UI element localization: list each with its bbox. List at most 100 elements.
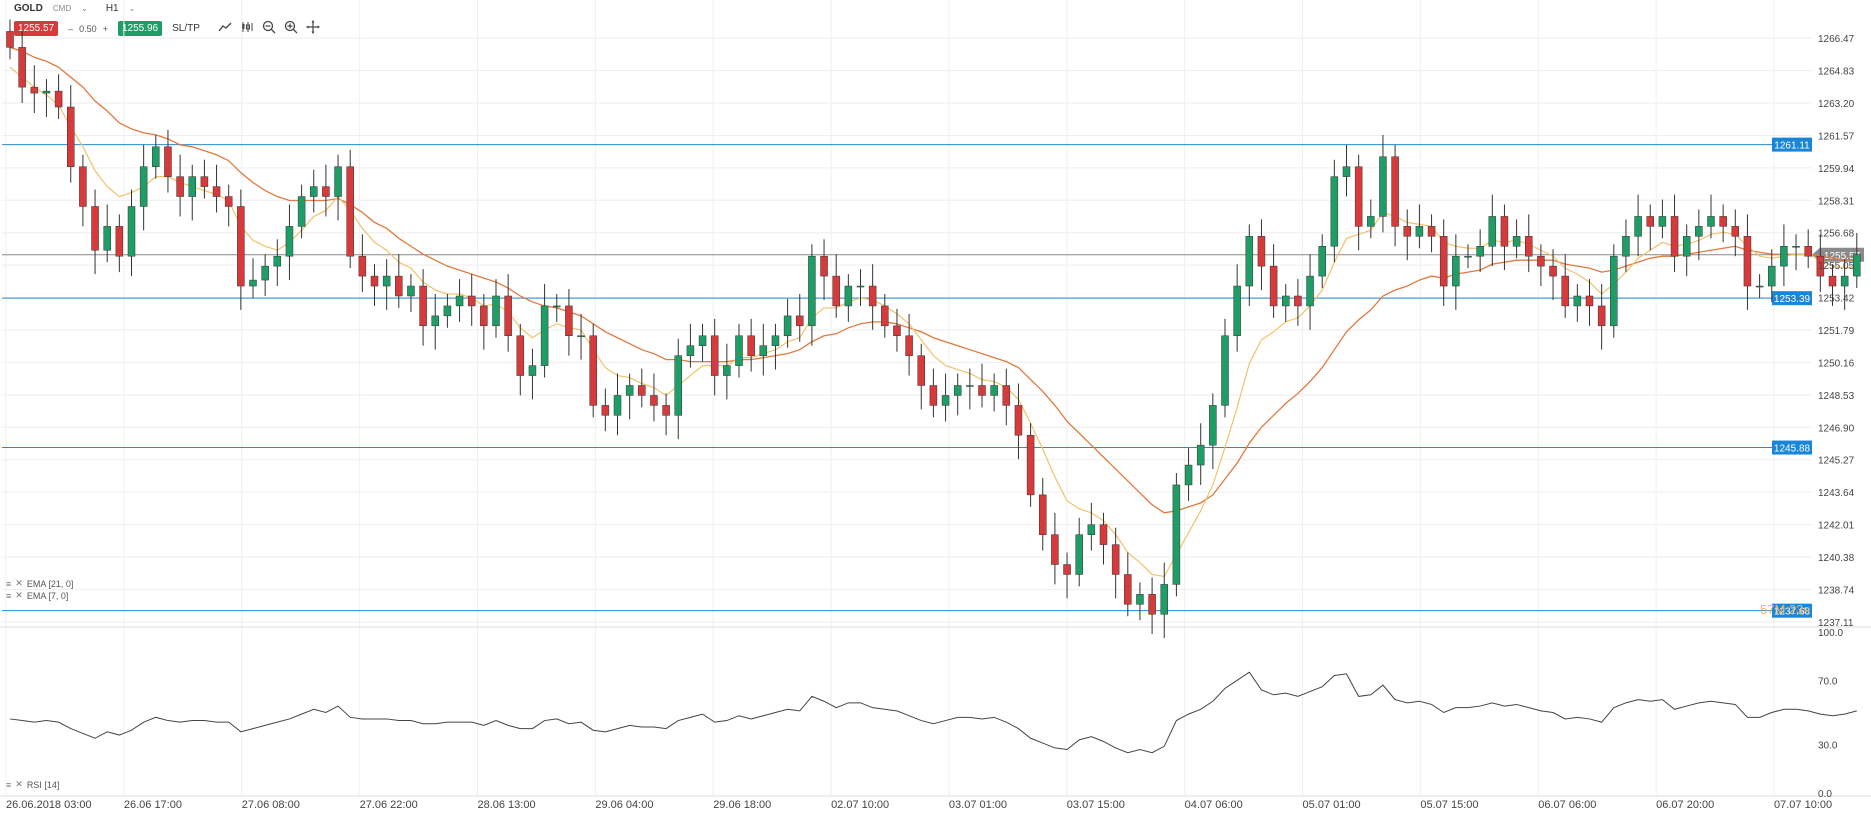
candle <box>820 239 828 300</box>
chart-type-icon[interactable] <box>238 21 256 36</box>
volume-increase-button[interactable]: + <box>102 23 108 34</box>
close-icon[interactable]: ✕ <box>15 578 23 588</box>
candle <box>188 164 196 221</box>
candle <box>686 323 695 368</box>
candle-body <box>953 385 962 396</box>
candle <box>1840 259 1849 310</box>
candle-body <box>1488 216 1497 247</box>
candle <box>723 343 731 400</box>
candle-body <box>358 255 367 277</box>
buy-button[interactable]: 1255.96 <box>117 21 163 36</box>
volume-stepper[interactable]: – 0.50 + <box>62 24 114 34</box>
candle-body <box>1136 594 1144 605</box>
candle <box>1427 214 1436 253</box>
sell-button[interactable]: 1255.57 <box>14 21 59 36</box>
time-tick-label: 04.07 06:00 <box>1185 799 1243 811</box>
candlestick-series <box>6 19 1861 639</box>
candle <box>674 338 682 440</box>
candle <box>929 368 938 418</box>
candle-body <box>1670 216 1679 257</box>
candle-body <box>577 335 585 338</box>
sltp-button[interactable]: SL/TP <box>172 23 200 34</box>
candle <box>638 368 646 408</box>
volume-decrease-button[interactable]: – <box>68 23 74 34</box>
volume-value[interactable]: 0.50 <box>79 23 97 34</box>
menu-icon[interactable]: ≡ <box>6 578 12 589</box>
candle-body <box>553 305 561 308</box>
candle-body <box>224 196 233 207</box>
candle-body <box>1743 236 1752 287</box>
trend-line-icon[interactable] <box>216 21 234 36</box>
crosshair-icon[interactable] <box>304 20 322 37</box>
candle-body <box>1354 166 1363 227</box>
candle-body <box>1014 405 1023 436</box>
horizontal-levels: 1261.11 1253.39 1245.88 1237.68 1255.57 <box>2 137 1864 618</box>
candle <box>990 373 998 412</box>
candle <box>1111 527 1120 599</box>
candle <box>662 393 670 436</box>
candle-body <box>91 206 99 251</box>
candle-body <box>868 285 877 307</box>
candle <box>1573 284 1582 322</box>
zoom-in-icon[interactable] <box>282 20 300 37</box>
ema21-legend[interactable]: ≡ ✕ EMA [21, 0] <box>6 578 73 589</box>
price-level-label: 1253.39 <box>1774 294 1811 305</box>
candle <box>395 254 403 308</box>
candle-body <box>407 285 415 297</box>
menu-icon[interactable]: ≡ <box>6 779 12 790</box>
candle-body <box>1306 275 1314 307</box>
candle <box>164 129 172 193</box>
time-axis: 26.06.2018 03:00 26.06 17:00 27.06 08:00 27… <box>6 799 1832 811</box>
timeframe-selector[interactable]: H1 <box>105 3 119 14</box>
chevron-down-icon[interactable]: ⌄ <box>128 4 136 13</box>
price-level-tag <box>1772 440 1812 455</box>
candle <box>91 189 99 275</box>
candle-body <box>1719 216 1727 227</box>
candle-body <box>650 395 658 406</box>
candle-body <box>1549 265 1557 277</box>
candle <box>1391 144 1399 247</box>
close-icon[interactable]: ✕ <box>15 779 23 789</box>
price-level-label: 1237.68 <box>1774 607 1811 618</box>
candle <box>1196 423 1205 485</box>
candle <box>1500 204 1509 271</box>
candle-body <box>1622 236 1630 257</box>
candle <box>1828 264 1837 306</box>
time-tick-label: 27.06 22:00 <box>360 799 418 811</box>
candle <box>528 348 537 400</box>
menu-icon[interactable]: ≡ <box>6 590 12 601</box>
zoom-out-icon[interactable] <box>260 20 278 37</box>
rsi-tick-label: 70.0 <box>1818 676 1838 687</box>
candle-body <box>1804 246 1812 257</box>
candle-body <box>881 305 889 327</box>
candle <box>1075 517 1083 587</box>
ema7-legend[interactable]: ≡ ✕ EMA [7, 0] <box>6 590 68 601</box>
time-tick-label: 26.06.2018 03:00 <box>6 799 92 811</box>
chart-overlay: 57M 23s <box>1760 602 1810 617</box>
symbol-name[interactable]: GOLD <box>14 3 43 14</box>
candle-body <box>115 226 124 257</box>
candle <box>285 204 294 281</box>
close-icon[interactable]: ✕ <box>15 590 23 600</box>
rsi-legend[interactable]: ≡ ✕ RSI [14] <box>6 779 59 790</box>
candle-body <box>1682 236 1691 257</box>
candle <box>224 184 233 227</box>
candle <box>966 368 974 410</box>
chevron-down-icon[interactable]: ⌄ <box>81 4 88 13</box>
candle-body <box>346 166 354 257</box>
candle-body <box>1148 594 1156 615</box>
candle <box>212 164 221 213</box>
candle <box>322 164 330 217</box>
candle <box>1853 232 1861 289</box>
candle <box>334 154 342 221</box>
candle <box>553 293 561 322</box>
candle-body <box>1051 534 1059 565</box>
candle <box>1707 194 1715 239</box>
candle <box>1646 204 1654 251</box>
candle <box>1658 199 1667 239</box>
candle-body <box>1172 484 1181 585</box>
candle-body <box>601 405 610 416</box>
candle <box>710 318 719 396</box>
